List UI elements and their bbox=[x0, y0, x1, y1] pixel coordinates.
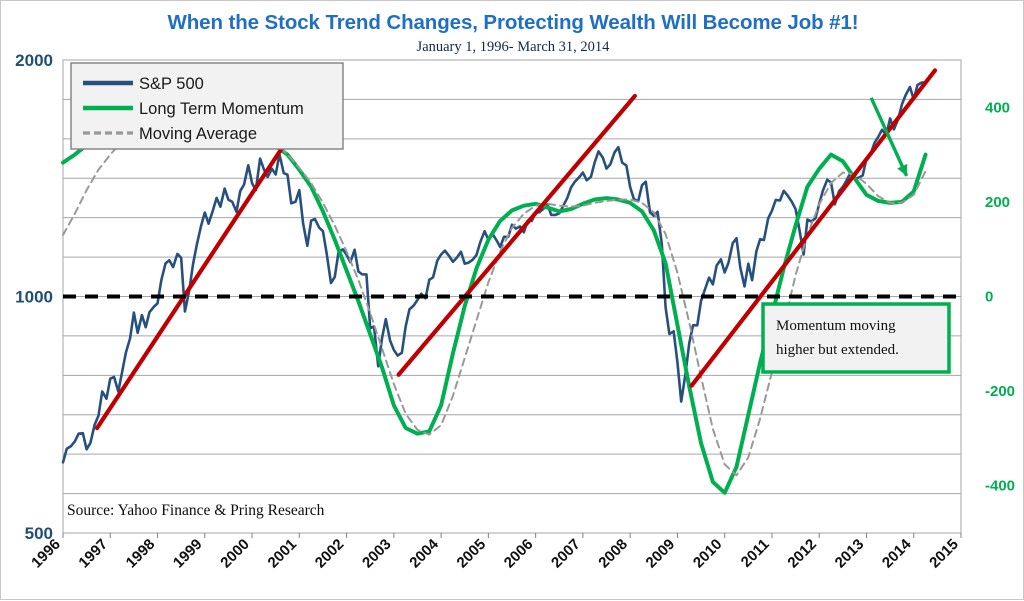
page-subtitle: January 1, 1996- March 31, 2014 bbox=[416, 39, 610, 55]
x-tick-label-2007: 2007 bbox=[548, 536, 584, 572]
trendline-3 bbox=[689, 68, 938, 388]
x-tick-label-2015: 2015 bbox=[926, 536, 962, 572]
y-right-label--200: -200 bbox=[985, 383, 1015, 400]
trendlines-layer bbox=[94, 68, 938, 431]
x-tick-label-2004: 2004 bbox=[406, 535, 442, 571]
page-title: When the Stock Trend Changes, Protecting… bbox=[167, 11, 859, 34]
x-tick-label-1997: 1997 bbox=[75, 536, 111, 572]
x-tick-label-2012: 2012 bbox=[784, 536, 820, 572]
trendline-1 bbox=[94, 105, 311, 431]
x-tick-label-2003: 2003 bbox=[359, 536, 395, 572]
annotations-layer: Source: Yahoo Finance & Pring Research Mo… bbox=[67, 97, 951, 519]
callout-arrow-shaft bbox=[869, 97, 909, 177]
x-tick-label-2014: 2014 bbox=[879, 535, 915, 571]
callout-arrow-head bbox=[897, 163, 908, 176]
legend-label-0: S&P 500 bbox=[139, 75, 204, 93]
y-right-label--400: -400 bbox=[985, 478, 1015, 495]
y-right-label-200: 200 bbox=[985, 194, 1010, 211]
source-note: Source: Yahoo Finance & Pring Research bbox=[67, 502, 325, 519]
y-right-label-0: 0 bbox=[985, 289, 993, 306]
y-left-label-500: 500 bbox=[25, 524, 53, 543]
legend-layer[interactable]: S&P 500 Long Term Momentum Moving Average bbox=[70, 62, 344, 150]
y-axis-right-layer: -400 -200 0 200 400 bbox=[985, 99, 1015, 494]
legend-label-1: Long Term Momentum bbox=[139, 100, 304, 118]
y-left-label-2000: 2000 bbox=[15, 51, 53, 70]
x-tick-label-2000: 2000 bbox=[217, 536, 253, 572]
y-right-label-400: 400 bbox=[985, 99, 1010, 116]
series-s-p-500 bbox=[61, 81, 927, 464]
momentum-callout-box bbox=[761, 302, 951, 374]
x-tick-label-1998: 1998 bbox=[123, 536, 159, 572]
x-tick-label-2009: 2009 bbox=[643, 536, 679, 572]
momentum-callout-line2: higher but extended. bbox=[776, 342, 899, 358]
x-tick-label-2006: 2006 bbox=[501, 536, 537, 572]
legend-label-2: Moving Average bbox=[139, 125, 257, 143]
trendline-2 bbox=[396, 93, 637, 377]
x-tick-label-2008: 2008 bbox=[595, 536, 631, 572]
x-tick-label-2002: 2002 bbox=[312, 536, 348, 572]
x-tick-label-2010: 2010 bbox=[690, 536, 726, 572]
x-tick-label-2001: 2001 bbox=[265, 536, 301, 572]
x-tick-label-2011: 2011 bbox=[738, 536, 773, 571]
x-tick-label-1999: 1999 bbox=[170, 536, 206, 572]
y-axis-left-layer: 500 1000 2000 bbox=[15, 51, 53, 543]
x-tick-label-2013: 2013 bbox=[832, 536, 868, 572]
y-left-label-1000: 1000 bbox=[15, 288, 53, 307]
x-axis-layer: 1996 1997 1998 1999 2000 2001 2002 2003 2004 2005… bbox=[28, 533, 962, 571]
momentum-callout-line1: Momentum moving bbox=[776, 318, 896, 334]
x-tick-label-2005: 2005 bbox=[454, 536, 490, 572]
